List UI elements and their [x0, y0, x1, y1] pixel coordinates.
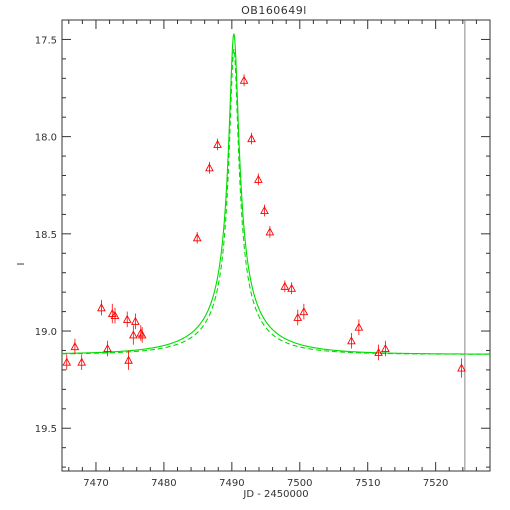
triangle-marker — [265, 227, 275, 236]
model-curve-dashed — [61, 49, 490, 355]
data-point — [110, 307, 120, 324]
plot-frame — [61, 19, 491, 472]
triangle-marker — [299, 307, 309, 316]
y-tick-label: 19.0 — [35, 327, 57, 338]
data-point — [381, 340, 390, 357]
triangle-marker — [247, 134, 256, 143]
triangle-marker — [213, 139, 222, 148]
triangle-marker — [70, 342, 80, 351]
data-point — [265, 226, 275, 238]
data-point — [103, 340, 112, 357]
triangle-marker — [192, 233, 202, 242]
triangle-marker — [293, 312, 303, 321]
data-point — [213, 138, 222, 151]
triangle-marker — [122, 314, 132, 323]
axis-ticks: 7470 7480 7490 7500 7510 7520 17.5 18.0 18.5 19.0… — [35, 19, 491, 489]
triangle-marker — [253, 174, 263, 183]
triangle-marker — [62, 357, 72, 366]
data-point — [137, 327, 147, 343]
y-tick-label: 18.0 — [35, 133, 57, 144]
triangle-marker — [137, 330, 147, 339]
data-point — [299, 303, 309, 320]
x-tick-label: 7500 — [287, 478, 312, 489]
data-point — [128, 325, 138, 345]
data-point — [347, 332, 356, 349]
triangle-marker — [280, 281, 290, 290]
data-point — [205, 161, 214, 174]
y-tick-label: 17.5 — [35, 35, 57, 46]
triangle-marker — [260, 205, 269, 215]
triangle-marker — [354, 322, 364, 331]
triangle-marker — [205, 163, 214, 172]
triangle-marker — [128, 330, 138, 339]
triangle-marker — [131, 316, 140, 325]
triangle-marker — [457, 363, 466, 372]
triangle-marker — [347, 336, 356, 345]
data-point — [253, 173, 263, 186]
data-points — [62, 74, 466, 378]
data-point — [280, 280, 290, 293]
data-point — [260, 204, 269, 217]
triangle-marker — [239, 75, 249, 84]
data-point — [77, 354, 87, 370]
data-point — [192, 231, 202, 244]
x-tick-label: 7520 — [423, 478, 448, 489]
triangle-marker — [374, 347, 383, 356]
data-point — [70, 338, 80, 355]
model-curve-solid — [61, 33, 490, 355]
data-point — [374, 344, 383, 361]
triangle-marker — [110, 310, 120, 319]
data-point — [131, 313, 140, 330]
triangle-marker — [124, 355, 133, 364]
data-point — [124, 350, 133, 370]
data-point — [293, 309, 303, 326]
data-point — [287, 282, 296, 295]
data-point — [97, 299, 106, 316]
chart-title: OB160649l — [241, 4, 307, 17]
data-point — [457, 358, 466, 378]
x-tick-label: 7510 — [355, 478, 380, 489]
data-point — [122, 311, 132, 328]
data-point — [354, 319, 364, 335]
y-axis-label: I — [16, 263, 27, 266]
triangle-marker — [381, 343, 390, 353]
data-point — [247, 132, 256, 145]
x-tick-label: 7480 — [151, 478, 176, 489]
triangle-marker — [287, 283, 296, 292]
triangle-marker — [97, 303, 106, 312]
triangle-marker — [103, 343, 112, 353]
y-tick-label: 18.5 — [35, 230, 57, 241]
x-tick-label: 7470 — [83, 478, 108, 489]
data-point — [62, 354, 72, 370]
triangle-marker — [77, 357, 87, 366]
x-tick-label: 7490 — [219, 478, 244, 489]
x-axis-label: JD - 2450000 — [242, 489, 308, 500]
data-point — [239, 74, 249, 87]
model-curves — [61, 33, 490, 355]
y-tick-label: 19.5 — [35, 424, 57, 435]
